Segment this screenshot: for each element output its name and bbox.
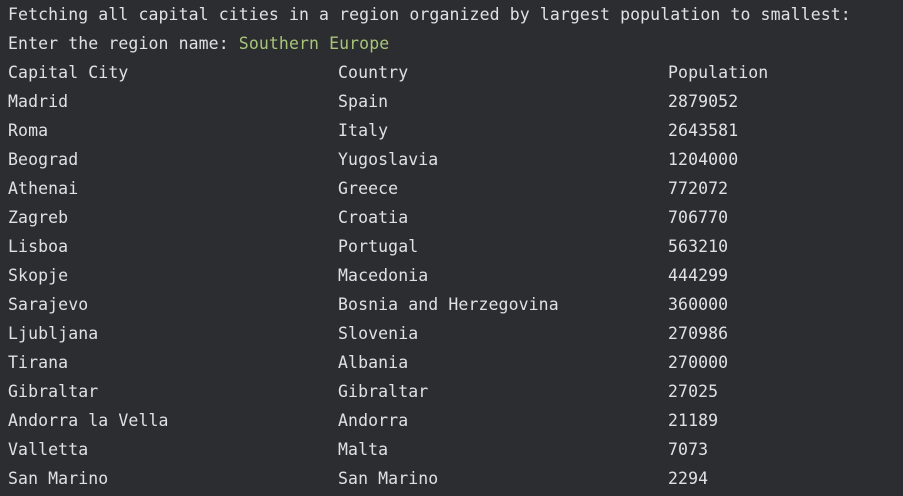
table-row: Beograd Yugoslavia 1204000 [0,145,903,174]
country-cell: San Marino [338,469,439,488]
population-cell: 706770 [668,208,729,227]
city-cell: Gibraltar [8,382,99,401]
city-cell: Skopje [8,266,69,285]
table-row: Gibraltar Gibraltar 27025 [0,377,903,406]
city-cell: Andorra la Vella [8,411,169,430]
city-cell: Sarajevo [8,295,89,314]
population-cell: 2643581 [668,121,739,140]
table-row: Roma Italy 2643581 [0,116,903,145]
population-cell: 360000 [668,295,729,314]
country-cell: Italy [338,121,389,140]
table-row: Skopje Macedonia 444299 [0,261,903,290]
population-cell: 7073 [668,440,709,459]
city-cell: Beograd [8,150,79,169]
table-row: Sarajevo Bosnia and Herzegovina 360000 [0,290,903,319]
country-cell: Malta [338,440,389,459]
header-country: Country [338,63,409,82]
city-cell: Lisboa [8,237,69,256]
header-capital-city: Capital City [8,63,129,82]
table-row: Ljubljana Slovenia 270986 [0,319,903,348]
table-row: Lisboa Portugal 563210 [0,232,903,261]
population-cell: 21189 [668,411,719,430]
population-cell: 2879052 [668,92,739,111]
population-cell: 772072 [668,179,729,198]
country-cell: Andorra [338,411,409,430]
population-cell: 27025 [668,382,719,401]
country-cell: Portugal [338,237,419,256]
country-cell: Yugoslavia [338,150,439,169]
country-cell: Albania [338,353,409,372]
table-row: Andorra la Vella Andorra 21189 [0,406,903,435]
city-cell: Valletta [8,440,89,459]
table-row: Zagreb Croatia 706770 [0,203,903,232]
prompt-label: Enter the region name: [8,34,239,53]
city-cell: Zagreb [8,208,69,227]
city-cell: Madrid [8,92,69,111]
prompt-line: Enter the region name: Southern Europe [8,29,389,58]
country-cell: Macedonia [338,266,429,285]
table-row: Valletta Malta 7073 [0,435,903,464]
population-cell: 270986 [668,324,729,343]
population-cell: 1204000 [668,150,739,169]
city-cell: San Marino [8,469,109,488]
city-cell: Roma [8,121,49,140]
population-cell: 270000 [668,353,729,372]
country-cell: Bosnia and Herzegovina [338,295,559,314]
table-row: Madrid Spain 2879052 [0,87,903,116]
population-cell: 444299 [668,266,729,285]
table-header: Capital City Country Population [0,58,903,87]
population-cell: 2294 [668,469,709,488]
country-cell: Spain [338,92,389,111]
country-cell: Gibraltar [338,382,429,401]
population-cell: 563210 [668,237,729,256]
country-cell: Croatia [338,208,409,227]
table-row: Athenai Greece 772072 [0,174,903,203]
table-row: San Marino San Marino 2294 [0,464,903,493]
table-row: Tirana Albania 270000 [0,348,903,377]
city-cell: Tirana [8,353,69,372]
region-input-value: Southern Europe [238,34,390,53]
header-population: Population [668,63,769,82]
intro-line: Fetching all capital cities in a region … [8,5,851,24]
city-cell: Ljubljana [8,324,99,343]
country-cell: Greece [338,179,399,198]
country-cell: Slovenia [338,324,419,343]
city-cell: Athenai [8,179,79,198]
